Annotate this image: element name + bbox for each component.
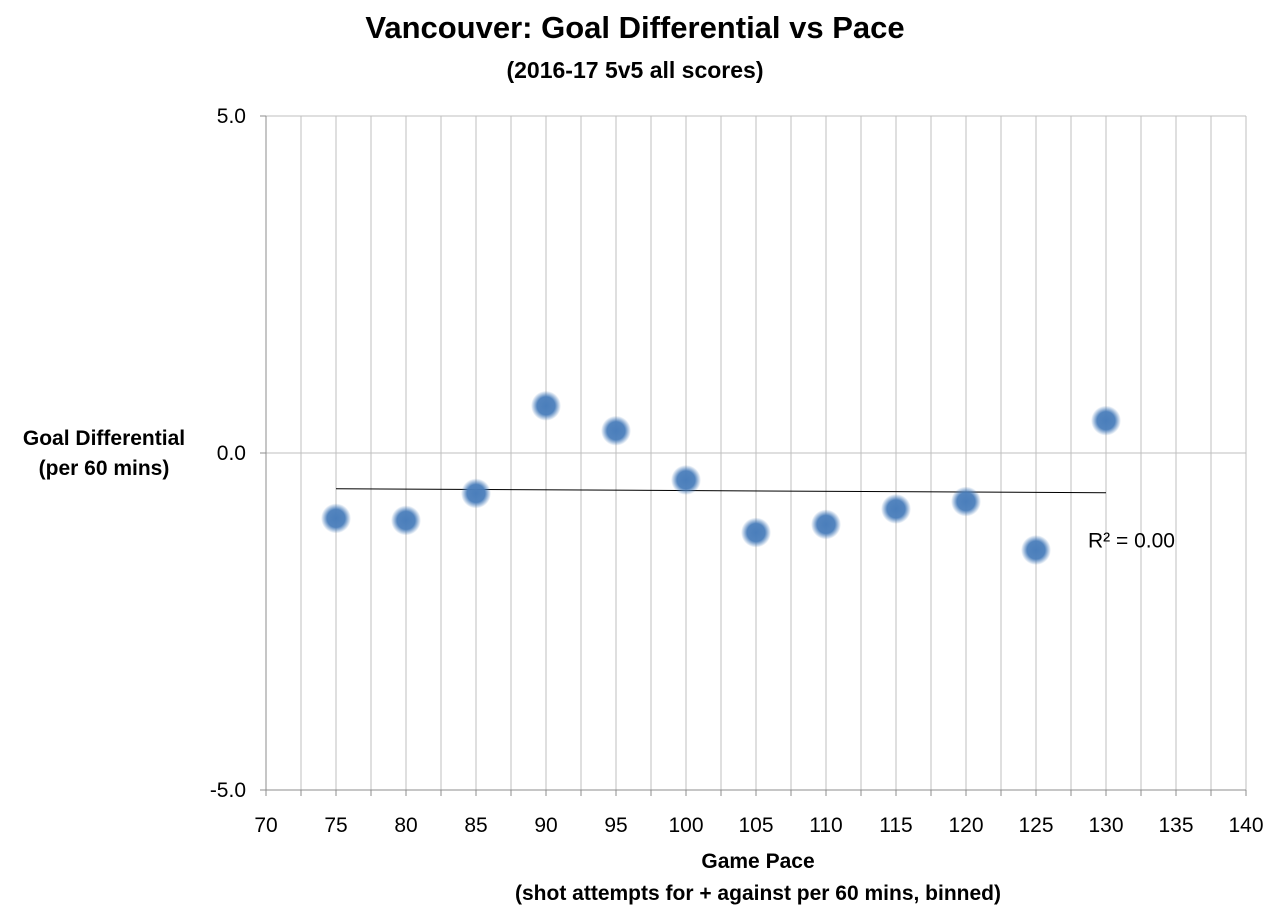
y-tick-label: -5.0 <box>210 779 246 802</box>
x-tick-label: 140 <box>1228 814 1263 837</box>
data-point <box>601 415 631 446</box>
tick-labels: 70 75 80 85 90 95 100 105 110 115 120 125 130 135 140 -… <box>210 105 1264 837</box>
chart-subtitle: (2016-17 5v5 all scores) <box>506 57 764 83</box>
x-tick-label: 95 <box>604 814 627 837</box>
grid <box>266 115 1247 791</box>
y-axis-label: Goal Differential (per 60 mins) <box>6 424 202 484</box>
data-point <box>461 478 491 509</box>
y-tick-label: 0.0 <box>217 442 246 465</box>
data-point <box>951 486 981 517</box>
r-squared-label: R² = 0.00 <box>1088 530 1175 553</box>
y-axis-label-line2: (per 60 mins) <box>38 457 170 480</box>
x-tick-label: 135 <box>1158 814 1193 837</box>
y-axis-label-line1: Goal Differential <box>22 427 186 450</box>
data-point <box>741 517 771 548</box>
x-tick-label: 85 <box>464 814 487 837</box>
data-point <box>1091 405 1121 436</box>
chart-title: Vancouver: Goal Differential vs Pace <box>365 10 905 45</box>
x-tick-label: 90 <box>534 814 557 837</box>
x-tick-label: 120 <box>948 814 983 837</box>
x-tick-label: 105 <box>738 814 773 837</box>
axes <box>260 115 1247 796</box>
data-point <box>811 509 841 540</box>
x-tick-label: 100 <box>668 814 703 837</box>
data-points <box>321 390 1121 566</box>
y-tick-label: 5.0 <box>217 105 246 128</box>
data-point <box>391 505 421 536</box>
data-point <box>881 493 911 524</box>
x-tick-label: 75 <box>324 814 347 837</box>
x-axis-label-line2: (shot attempts for + against per 60 mins… <box>515 882 1001 905</box>
x-tick-label: 125 <box>1018 814 1053 837</box>
x-tick-label: 110 <box>809 814 842 837</box>
data-point <box>531 390 561 421</box>
x-tick-label: 80 <box>394 814 417 837</box>
x-tick-label: 130 <box>1088 814 1123 837</box>
data-point <box>1021 535 1051 566</box>
x-tick-label: 70 <box>254 814 277 837</box>
x-tick-label: 115 <box>879 814 912 837</box>
x-axis-label: Game Pace (shot attempts for + against p… <box>258 846 1258 910</box>
data-point <box>321 503 351 534</box>
x-axis-label-line1: Game Pace <box>701 850 815 873</box>
data-point <box>671 464 701 495</box>
